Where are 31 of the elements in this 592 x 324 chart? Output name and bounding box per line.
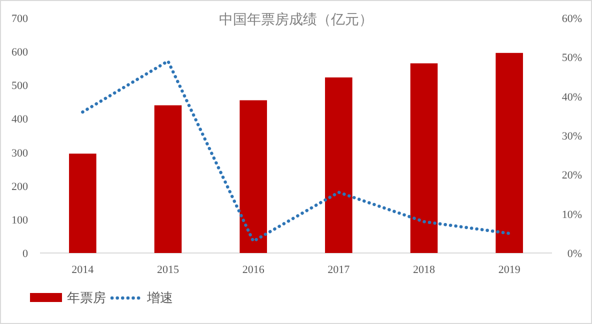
y2-tick-label: 60%	[562, 13, 582, 25]
x-tick-label: 2014	[72, 264, 94, 276]
y-tick-label: 200	[12, 180, 28, 193]
x-tick-label: 2017	[328, 264, 350, 276]
chart-title: 中国年票房成绩（亿元）	[219, 12, 373, 28]
legend-label: 年票房	[67, 290, 106, 305]
line-series	[81, 59, 511, 243]
x-tick-label: 2016	[242, 264, 265, 276]
y-tick-label: 400	[12, 114, 28, 126]
bar	[496, 52, 523, 253]
y2-tick-label: 10%	[562, 208, 582, 221]
y-tick-label: 0	[22, 248, 28, 260]
y-tick-label: 700	[12, 13, 28, 25]
bar	[240, 100, 267, 253]
legend-label: 增速	[146, 290, 173, 305]
bar	[325, 77, 352, 253]
y2-tick-label: 20%	[562, 170, 582, 182]
y-tick-label: 600	[12, 46, 28, 59]
x-tick-label: 2018	[413, 264, 436, 276]
y2-tick-label: 50%	[562, 52, 582, 64]
bar	[69, 154, 96, 253]
y-tick-label: 100	[12, 214, 28, 226]
bar	[410, 63, 438, 253]
x-tick-label: 2019	[498, 264, 521, 276]
y2-tick-label: 40%	[562, 91, 582, 104]
x-tick-label: 2015	[157, 264, 180, 276]
y-tick-label: 500	[12, 80, 28, 92]
y2-tick-label: 30%	[562, 130, 582, 142]
y-tick-label: 300	[12, 147, 28, 160]
y2-tick-label: 0%	[567, 248, 582, 260]
bar	[154, 105, 182, 253]
